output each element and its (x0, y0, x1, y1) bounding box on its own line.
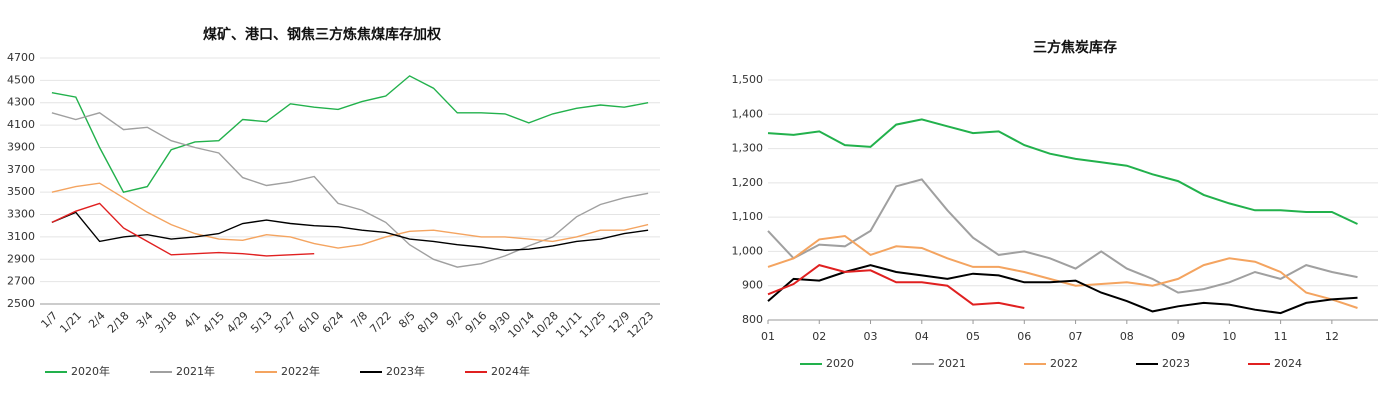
legend-label: 2020年 (71, 364, 110, 378)
series-line (767, 118, 1358, 225)
y-tick-label: 1,200 (732, 176, 764, 189)
legend-label: 2020 (826, 357, 854, 370)
x-tick-label: 4/1 (182, 309, 204, 331)
x-tick-label: 6/10 (296, 309, 323, 336)
x-tick-label: 01 (761, 330, 775, 343)
series-line (51, 112, 649, 268)
chart-title: 三方焦炭库存 (1033, 39, 1117, 56)
y-tick-label: 3300 (7, 208, 35, 221)
x-tick-label: 1/21 (57, 309, 84, 336)
x-tick-label: 7/8 (348, 309, 370, 331)
series-line (767, 264, 1025, 309)
x-tick-label: 5/27 (272, 309, 299, 336)
series-line (51, 182, 649, 249)
x-tick-label: 11/25 (577, 309, 609, 341)
legend-label: 2024 (1274, 357, 1302, 370)
legend-label: 2021 (938, 357, 966, 370)
x-tick-label: 09 (1171, 330, 1185, 343)
x-tick-label: 1/7 (38, 309, 60, 331)
x-tick-label: 05 (966, 330, 980, 343)
x-tick-label: 9/16 (463, 309, 490, 336)
series-line (767, 178, 1358, 294)
y-tick-label: 3500 (7, 185, 35, 198)
y-tick-label: 2500 (7, 297, 35, 310)
x-tick-label: 4/29 (224, 309, 251, 336)
legend-label: 2024年 (491, 364, 530, 378)
x-tick-label: 11/11 (553, 309, 585, 341)
x-tick-label: 08 (1120, 330, 1134, 343)
x-tick-label: 9/2 (444, 309, 466, 331)
x-tick-label: 07 (1069, 330, 1083, 343)
y-tick-label: 4300 (7, 96, 35, 109)
y-tick-label: 4700 (7, 51, 35, 64)
y-tick-label: 1,100 (732, 210, 764, 223)
y-tick-label: 3700 (7, 163, 35, 176)
y-tick-label: 4100 (7, 118, 35, 131)
legend-label: 2023年 (386, 364, 425, 378)
x-tick-label: 10 (1222, 330, 1236, 343)
x-tick-label: 4/15 (200, 309, 227, 336)
x-tick-label: 10/28 (529, 309, 561, 341)
legend-label: 2021年 (176, 364, 215, 378)
y-tick-label: 4500 (7, 73, 35, 86)
x-tick-label: 3/4 (134, 309, 156, 331)
series-line (51, 75, 649, 194)
y-tick-label: 3900 (7, 140, 35, 153)
y-tick-label: 1,300 (732, 142, 764, 155)
series-line (51, 202, 315, 257)
y-tick-label: 800 (742, 313, 763, 326)
legend-label: 2023 (1162, 357, 1190, 370)
y-tick-label: 1,000 (732, 244, 764, 257)
x-tick-label: 04 (915, 330, 929, 343)
x-tick-label: 10/14 (505, 309, 537, 341)
x-tick-label: 06 (1017, 330, 1031, 343)
x-tick-label: 6/24 (320, 309, 347, 336)
series-line (767, 264, 1358, 315)
legend-label: 2022年 (281, 364, 320, 378)
y-tick-label: 900 (742, 279, 763, 292)
y-tick-label: 1,500 (732, 73, 764, 86)
x-tick-label: 03 (864, 330, 878, 343)
y-tick-label: 2700 (7, 275, 35, 288)
chart-title: 煤矿、港口、钢焦三方炼焦煤库存加权 (203, 26, 442, 43)
legend-label: 2022 (1050, 357, 1078, 370)
x-tick-label: 8/19 (415, 309, 442, 336)
y-tick-label: 3100 (7, 230, 35, 243)
x-tick-label: 12 (1325, 330, 1339, 343)
y-tick-label: 2900 (7, 252, 35, 265)
x-tick-label: 02 (812, 330, 826, 343)
x-tick-label: 8/5 (396, 309, 418, 331)
x-tick-label: 2/18 (105, 309, 132, 336)
x-tick-label: 12/23 (625, 309, 657, 341)
series-line (51, 211, 649, 252)
y-tick-label: 1,400 (732, 107, 764, 120)
x-tick-label: 5/13 (248, 309, 275, 336)
x-tick-label: 3/18 (153, 309, 180, 336)
x-tick-label: 2/4 (86, 309, 108, 331)
x-tick-label: 7/22 (367, 309, 394, 336)
x-tick-label: 11 (1274, 330, 1288, 343)
